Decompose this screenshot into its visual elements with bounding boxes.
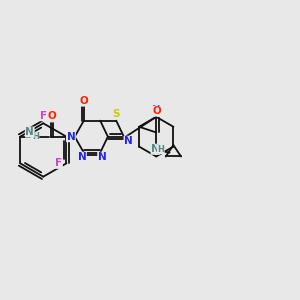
Text: O: O <box>47 112 56 122</box>
Text: N: N <box>124 136 133 146</box>
Text: S: S <box>112 109 120 119</box>
Text: N: N <box>26 127 34 137</box>
Text: O: O <box>80 96 88 106</box>
Text: N: N <box>67 132 75 142</box>
Text: H: H <box>158 145 164 154</box>
Text: N: N <box>152 105 161 115</box>
Text: N: N <box>78 152 86 162</box>
Text: F: F <box>55 158 62 168</box>
Text: H: H <box>32 132 39 141</box>
Text: N: N <box>98 152 106 162</box>
Text: O: O <box>153 106 161 116</box>
Text: N: N <box>151 144 160 154</box>
Text: F: F <box>40 111 47 121</box>
